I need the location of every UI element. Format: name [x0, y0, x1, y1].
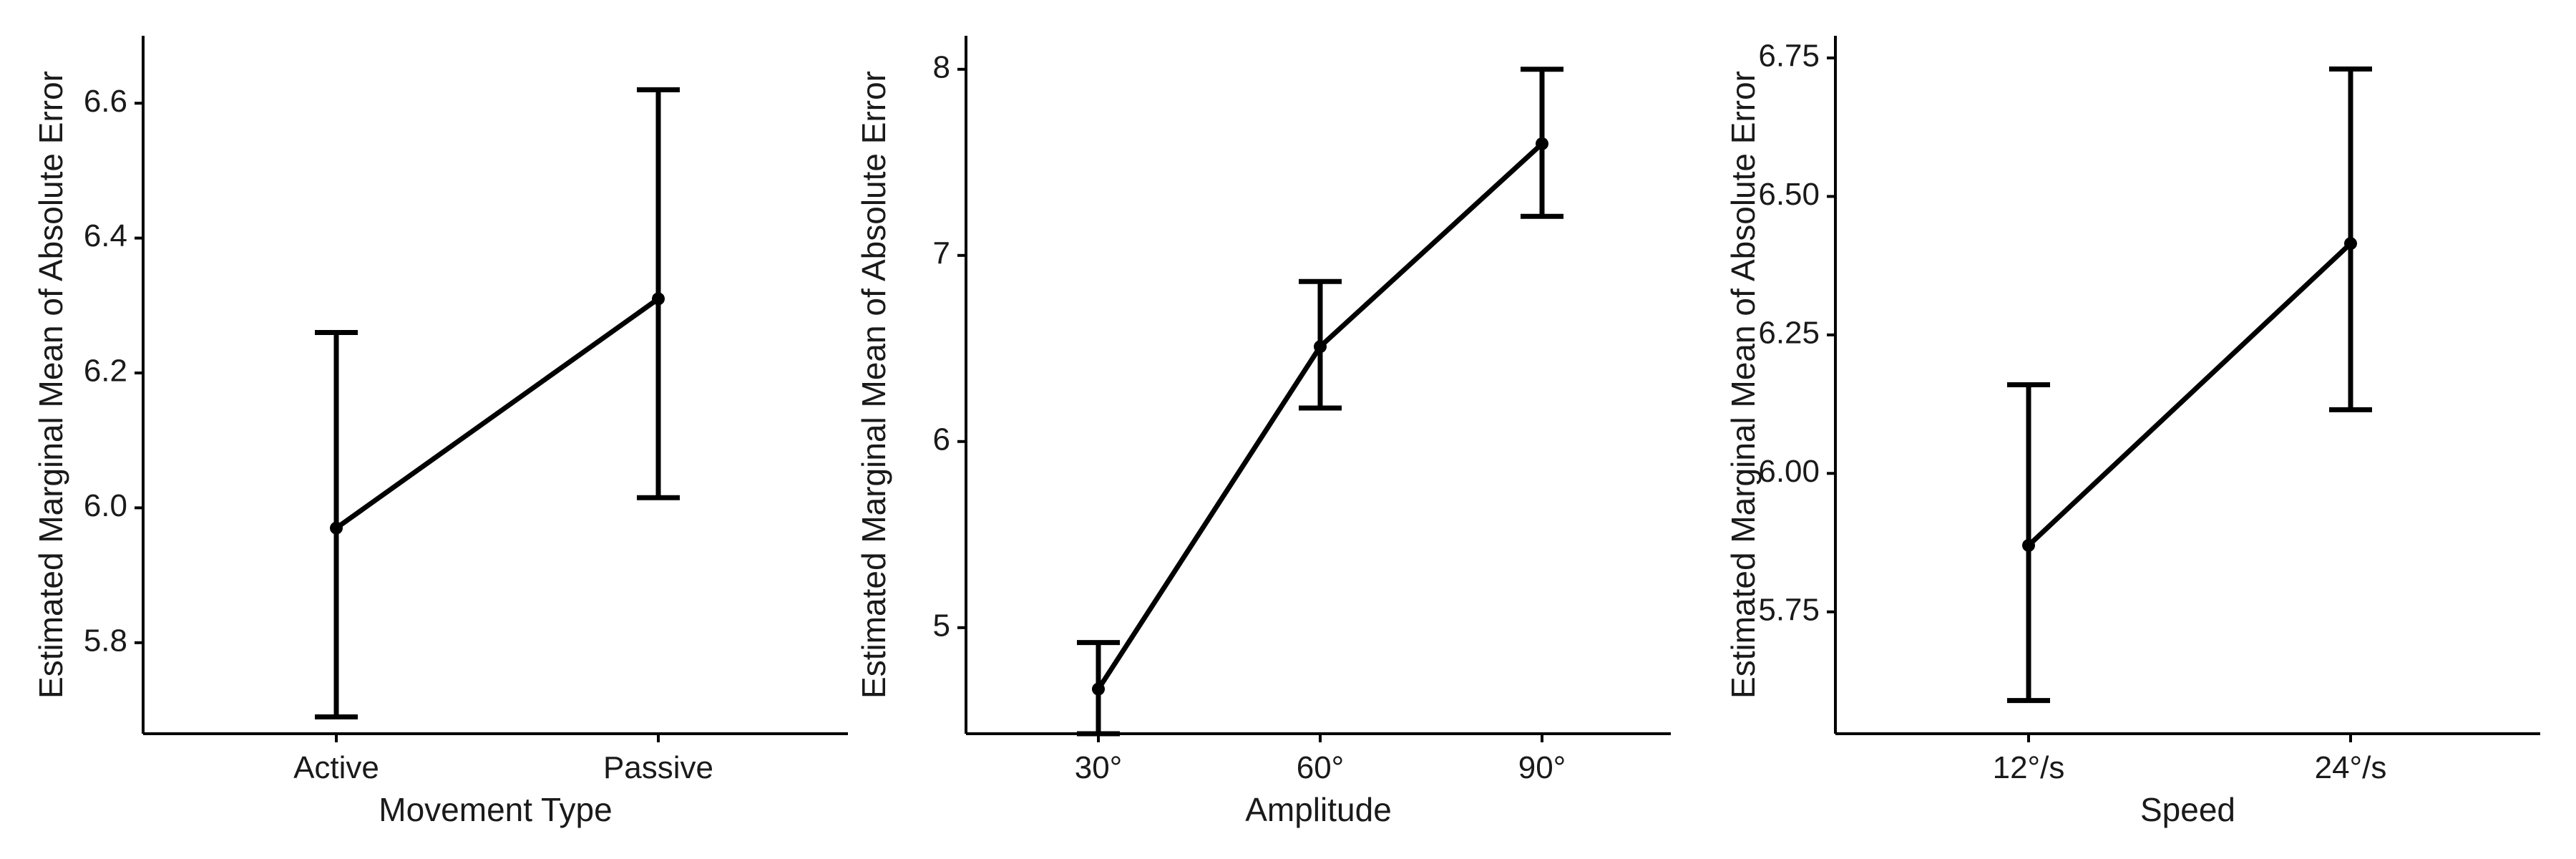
data-point: [652, 292, 665, 306]
x-tick-label: 90°: [1518, 750, 1566, 785]
x-tick-label: 12°/s: [1993, 750, 2065, 785]
y-tick-label: 6.75: [1758, 39, 1820, 74]
y-tick-label: 7: [933, 236, 950, 271]
y-tick-label: 5.8: [84, 623, 127, 658]
y-tick-label: 5.75: [1758, 592, 1820, 627]
series-line: [334, 296, 660, 530]
data-point: [1536, 137, 1548, 150]
x-axis-title: Speed: [2140, 791, 2235, 828]
series-line: [1096, 142, 1544, 691]
y-tick-label: 6.6: [84, 84, 127, 119]
y-tick-label: 6.0: [84, 488, 127, 523]
panel-1: 5.8 6.0 6.2 6.4 6.6 Active Passive Movement Typ…: [32, 36, 848, 828]
data-point: [1092, 682, 1105, 696]
data-point: [2022, 538, 2035, 552]
x-tick-label: 30°: [1075, 750, 1123, 785]
series-line: [2026, 241, 2353, 548]
x-axis-title: Movement Type: [379, 791, 612, 828]
y-axis-title: Estimated Marginal Mean of Absolute Erro…: [855, 71, 892, 699]
y-tick-label: 5: [933, 608, 950, 643]
x-tick-label: Active: [293, 750, 379, 785]
data-point: [1314, 340, 1327, 354]
x-axis-title: Amplitude: [1245, 791, 1392, 828]
x-tick-label: 60°: [1297, 750, 1345, 785]
panel-3: 5.75 6.00 6.25 6.50 6.75 12°/s 24°/s Speed Estim…: [1724, 36, 2540, 828]
y-tick-label: 6.4: [84, 218, 127, 253]
data-point: [330, 521, 343, 535]
y-axis-title: Estimated Marginal Mean of Absolute Erro…: [32, 71, 69, 699]
y-tick-label: 6.2: [84, 354, 127, 389]
y-tick-label: 6: [933, 422, 950, 457]
data-point: [2344, 237, 2357, 251]
panel-2: 5 6 7 8 30° 60° 90° Amplitude Estimated Marginal…: [855, 36, 1671, 828]
y-axis-title: Estimated Marginal Mean of Absolute Erro…: [1724, 71, 1762, 699]
y-tick-label: 6.50: [1758, 177, 1820, 212]
x-tick-label: Passive: [603, 750, 713, 785]
x-tick-label: 24°/s: [2315, 750, 2387, 785]
y-tick-label: 6.25: [1758, 315, 1820, 350]
y-tick-label: 6.00: [1758, 454, 1820, 489]
y-tick-label: 8: [933, 49, 950, 84]
